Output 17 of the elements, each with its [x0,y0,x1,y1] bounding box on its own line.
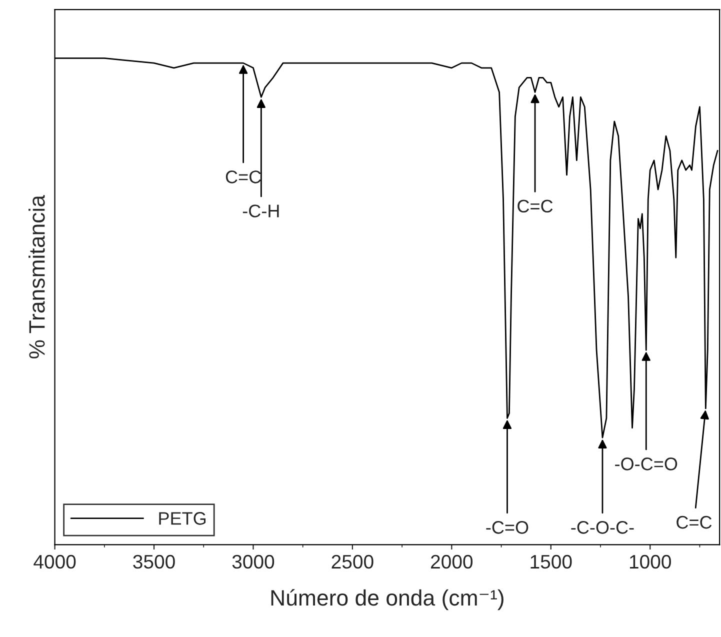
annotation: C=C [518,200,553,213]
x-tick-label: 1500 [530,554,572,569]
x-tick-label: 2500 [332,554,374,569]
annotation: -C-O-C- [571,521,634,534]
annotation: -O-C=O [615,458,678,470]
x-axis-title: Número de onda (cm⁻¹) [271,589,504,610]
annotation: -C=O [486,521,528,534]
x-tick-label: 1000 [630,554,671,569]
annotation: -C-H [242,204,279,218]
x-tick-label: 3500 [133,554,175,569]
y-axis-title: % Transmitancia [28,194,45,358]
x-tick-label: 4000 [34,554,76,569]
x-tick-label: 3000 [232,554,274,569]
annotation: C=C [226,170,261,184]
x-tick-label: 2000 [431,554,473,569]
annotation: C=C [676,516,712,529]
legend-label: PETG [159,512,206,525]
